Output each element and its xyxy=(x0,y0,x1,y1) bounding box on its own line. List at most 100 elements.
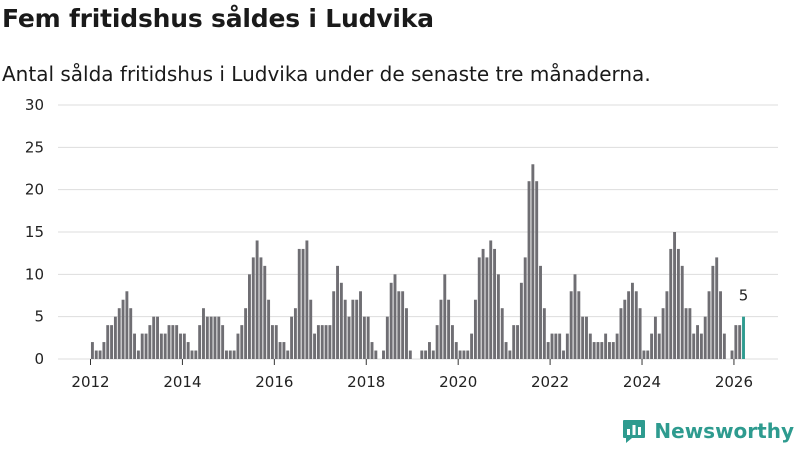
bar xyxy=(600,342,604,359)
bar xyxy=(236,333,240,359)
x-tick-label: 2014 xyxy=(163,373,201,391)
bar xyxy=(585,316,588,359)
bar xyxy=(397,291,401,359)
bar xyxy=(481,248,485,359)
bar xyxy=(466,350,470,359)
bar xyxy=(527,181,531,359)
bar xyxy=(121,299,125,359)
bar xyxy=(339,282,343,359)
bar xyxy=(500,308,504,359)
bar xyxy=(558,333,562,359)
bar xyxy=(608,342,611,359)
bar xyxy=(221,325,225,359)
bar xyxy=(259,257,263,359)
bar xyxy=(439,299,443,359)
bar xyxy=(615,333,619,359)
bar xyxy=(627,291,631,359)
newsworthy-logo-icon xyxy=(623,420,646,443)
bar xyxy=(117,308,121,359)
x-tick-label: 2018 xyxy=(347,373,385,391)
bar xyxy=(366,316,370,359)
bar xyxy=(228,350,232,359)
bar xyxy=(676,248,680,359)
bar xyxy=(450,325,454,359)
bar xyxy=(443,274,447,359)
bar xyxy=(604,333,608,359)
x-tick-label: 2016 xyxy=(255,373,293,391)
bar xyxy=(129,308,133,359)
bar xyxy=(477,257,481,359)
bar xyxy=(401,291,405,359)
bar xyxy=(650,333,654,359)
bar xyxy=(539,265,542,359)
bar xyxy=(282,342,286,359)
bar xyxy=(255,240,259,359)
bar xyxy=(458,350,462,359)
bar xyxy=(133,333,136,359)
bar xyxy=(382,350,385,359)
bar xyxy=(523,257,527,359)
bar xyxy=(297,248,301,359)
bar xyxy=(290,316,294,359)
bar xyxy=(504,342,508,359)
bar xyxy=(301,248,305,359)
bar xyxy=(420,350,424,359)
bar xyxy=(657,333,661,359)
bar xyxy=(596,342,600,359)
bar xyxy=(673,232,677,359)
bar xyxy=(144,333,148,359)
bar xyxy=(110,325,114,359)
bar xyxy=(512,325,516,359)
bar xyxy=(653,316,657,359)
bar xyxy=(278,342,282,359)
bar xyxy=(508,350,512,359)
bar xyxy=(171,325,175,359)
bar xyxy=(715,257,719,359)
bar xyxy=(623,299,627,359)
bar xyxy=(535,181,539,359)
bar xyxy=(581,316,585,359)
bar xyxy=(175,325,179,359)
bar xyxy=(305,240,309,359)
bar xyxy=(734,325,738,359)
bar xyxy=(546,342,550,359)
bar xyxy=(148,325,152,359)
bar xyxy=(152,316,156,359)
bar xyxy=(493,248,497,359)
bar-latest xyxy=(742,316,745,359)
bar xyxy=(424,350,428,359)
bar xyxy=(182,333,186,359)
bar xyxy=(447,299,451,359)
bar xyxy=(638,308,642,359)
bar xyxy=(136,350,140,359)
bar xyxy=(496,274,500,359)
bar xyxy=(489,240,493,359)
bar xyxy=(565,333,569,359)
bar xyxy=(159,333,163,359)
x-axis-ticks: 2012 2014 2016 2018 2020 2022 2024 2026 xyxy=(71,359,753,391)
y-tick-label: 0 xyxy=(34,350,44,368)
bar xyxy=(462,350,466,359)
bar xyxy=(684,308,688,359)
bar xyxy=(240,325,244,359)
bar xyxy=(619,308,623,359)
bar xyxy=(738,325,742,359)
brand: Newsworthy xyxy=(622,418,794,444)
bar xyxy=(186,342,190,359)
bar xyxy=(711,265,715,359)
bar xyxy=(473,299,477,359)
bar xyxy=(205,316,209,359)
bar xyxy=(646,350,650,359)
bar xyxy=(232,350,236,359)
bar xyxy=(703,316,707,359)
y-tick-label: 15 xyxy=(25,223,44,241)
bar xyxy=(355,299,359,359)
bar xyxy=(324,325,328,359)
bar xyxy=(293,308,297,359)
bar xyxy=(309,299,313,359)
bar xyxy=(328,325,332,359)
bar xyxy=(359,291,362,359)
y-tick-label: 25 xyxy=(25,138,44,156)
bar xyxy=(707,291,711,359)
bar xyxy=(519,282,523,359)
